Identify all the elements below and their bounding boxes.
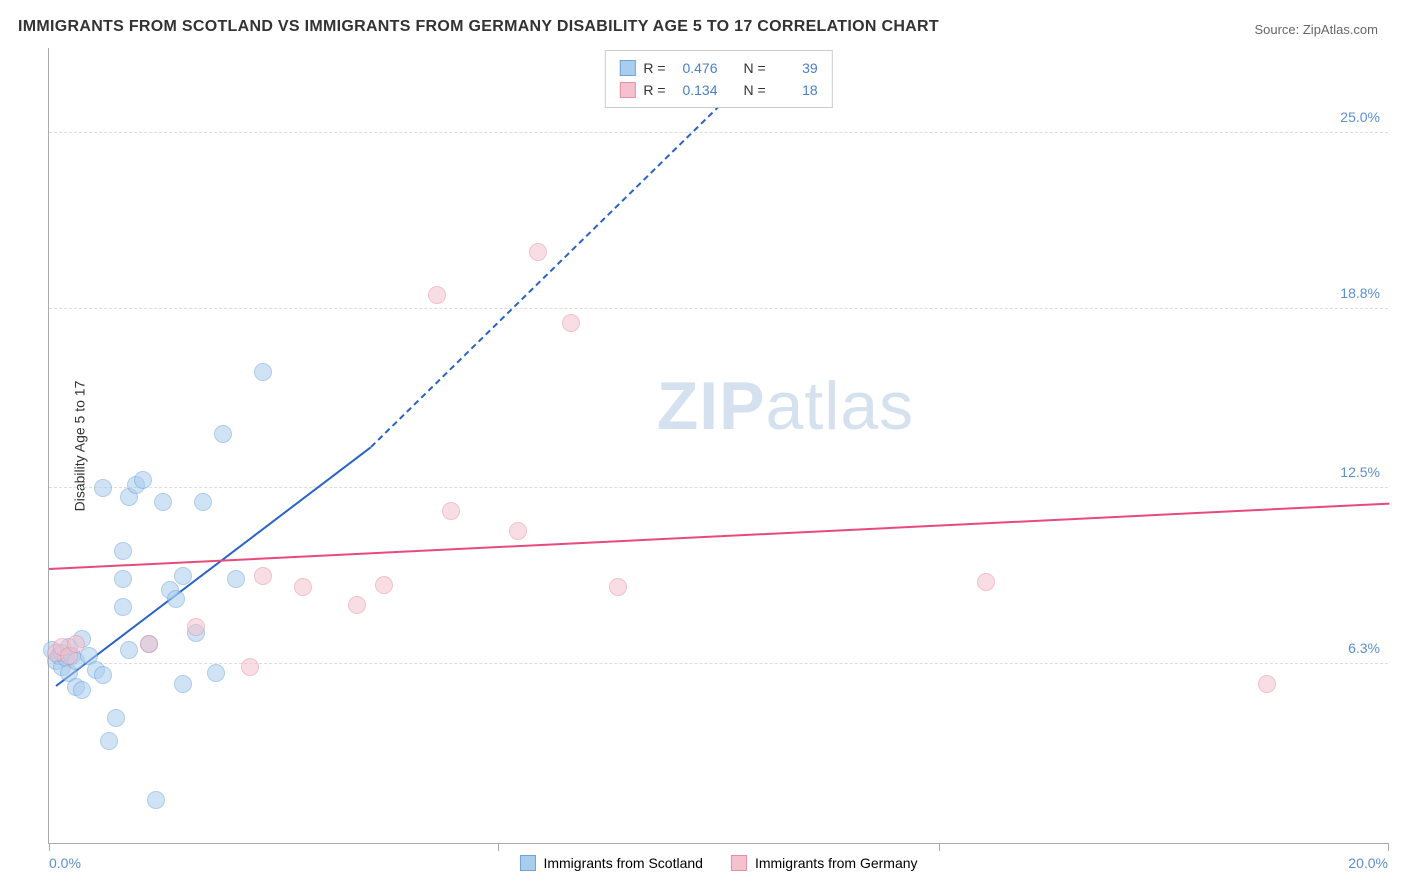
gridline xyxy=(49,487,1388,488)
x-tick-label: 0.0% xyxy=(49,855,81,871)
data-point xyxy=(94,666,112,684)
r-value: 0.476 xyxy=(674,57,718,79)
data-point xyxy=(100,732,118,750)
data-point xyxy=(348,596,366,614)
data-point xyxy=(375,576,393,594)
legend-swatch xyxy=(731,855,747,871)
r-value: 0.134 xyxy=(674,79,718,101)
r-label: R = xyxy=(643,79,665,101)
data-point xyxy=(174,567,192,585)
data-point xyxy=(1258,675,1276,693)
chart-title: IMMIGRANTS FROM SCOTLAND VS IMMIGRANTS F… xyxy=(18,18,939,36)
data-point xyxy=(140,635,158,653)
data-point xyxy=(120,641,138,659)
watermark: ZIPatlas xyxy=(657,367,914,445)
data-point xyxy=(254,567,272,585)
r-label: R = xyxy=(643,57,665,79)
x-tick xyxy=(939,843,940,851)
data-point xyxy=(114,570,132,588)
legend-swatch xyxy=(519,855,535,871)
n-value: 18 xyxy=(774,79,818,101)
data-point xyxy=(134,471,152,489)
data-point xyxy=(509,522,527,540)
legend-label: Immigrants from Scotland xyxy=(543,855,703,871)
x-tick xyxy=(498,843,499,851)
watermark-bold: ZIP xyxy=(657,368,766,444)
watermark-rest: atlas xyxy=(766,368,915,444)
data-point xyxy=(214,425,232,443)
source-name: ZipAtlas.com xyxy=(1303,22,1378,37)
data-point xyxy=(442,502,460,520)
data-point xyxy=(294,578,312,596)
legend-stat-row: R = 0.134 N = 18 xyxy=(619,79,817,101)
gridline xyxy=(49,308,1388,309)
data-point xyxy=(154,493,172,511)
legend-item: Immigrants from Germany xyxy=(731,855,918,871)
data-point xyxy=(254,363,272,381)
data-point xyxy=(114,542,132,560)
data-point xyxy=(73,681,91,699)
data-point xyxy=(241,658,259,676)
data-point xyxy=(428,286,446,304)
source-label: Source: xyxy=(1254,22,1302,37)
y-tick-label: 18.8% xyxy=(1340,285,1380,301)
legend-item: Immigrants from Scotland xyxy=(519,855,703,871)
legend-swatch xyxy=(619,60,635,76)
data-point xyxy=(227,570,245,588)
n-label: N = xyxy=(744,79,766,101)
n-value: 39 xyxy=(774,57,818,79)
data-point xyxy=(187,618,205,636)
data-point xyxy=(174,675,192,693)
y-tick-label: 6.3% xyxy=(1348,640,1380,656)
data-point xyxy=(562,314,580,332)
x-tick xyxy=(1388,843,1389,851)
data-point xyxy=(67,635,85,653)
source-attribution: Source: ZipAtlas.com xyxy=(1254,22,1378,37)
data-point xyxy=(609,578,627,596)
n-label: N = xyxy=(744,57,766,79)
legend-stat-row: R = 0.476 N = 39 xyxy=(619,57,817,79)
legend-swatch xyxy=(619,82,635,98)
y-tick-label: 25.0% xyxy=(1340,109,1380,125)
data-point xyxy=(114,598,132,616)
data-point xyxy=(94,479,112,497)
x-tick-label: 20.0% xyxy=(1348,855,1388,871)
x-tick xyxy=(49,843,50,851)
correlation-legend: R = 0.476 N = 39 R = 0.134 N = 18 xyxy=(604,50,832,108)
gridline xyxy=(49,132,1388,133)
data-point xyxy=(194,493,212,511)
data-point xyxy=(107,709,125,727)
scatter-chart: ZIPatlas R =0.476N =39R =0.134N =18 Immi… xyxy=(48,48,1388,844)
data-point xyxy=(147,791,165,809)
data-point xyxy=(529,243,547,261)
data-point xyxy=(167,590,185,608)
series-legend: Immigrants from Scotland Immigrants from … xyxy=(519,855,917,871)
legend-label: Immigrants from Germany xyxy=(755,855,918,871)
trend-line-extrapolated xyxy=(370,105,720,448)
y-tick-label: 12.5% xyxy=(1340,464,1380,480)
data-point xyxy=(207,664,225,682)
data-point xyxy=(977,573,995,591)
